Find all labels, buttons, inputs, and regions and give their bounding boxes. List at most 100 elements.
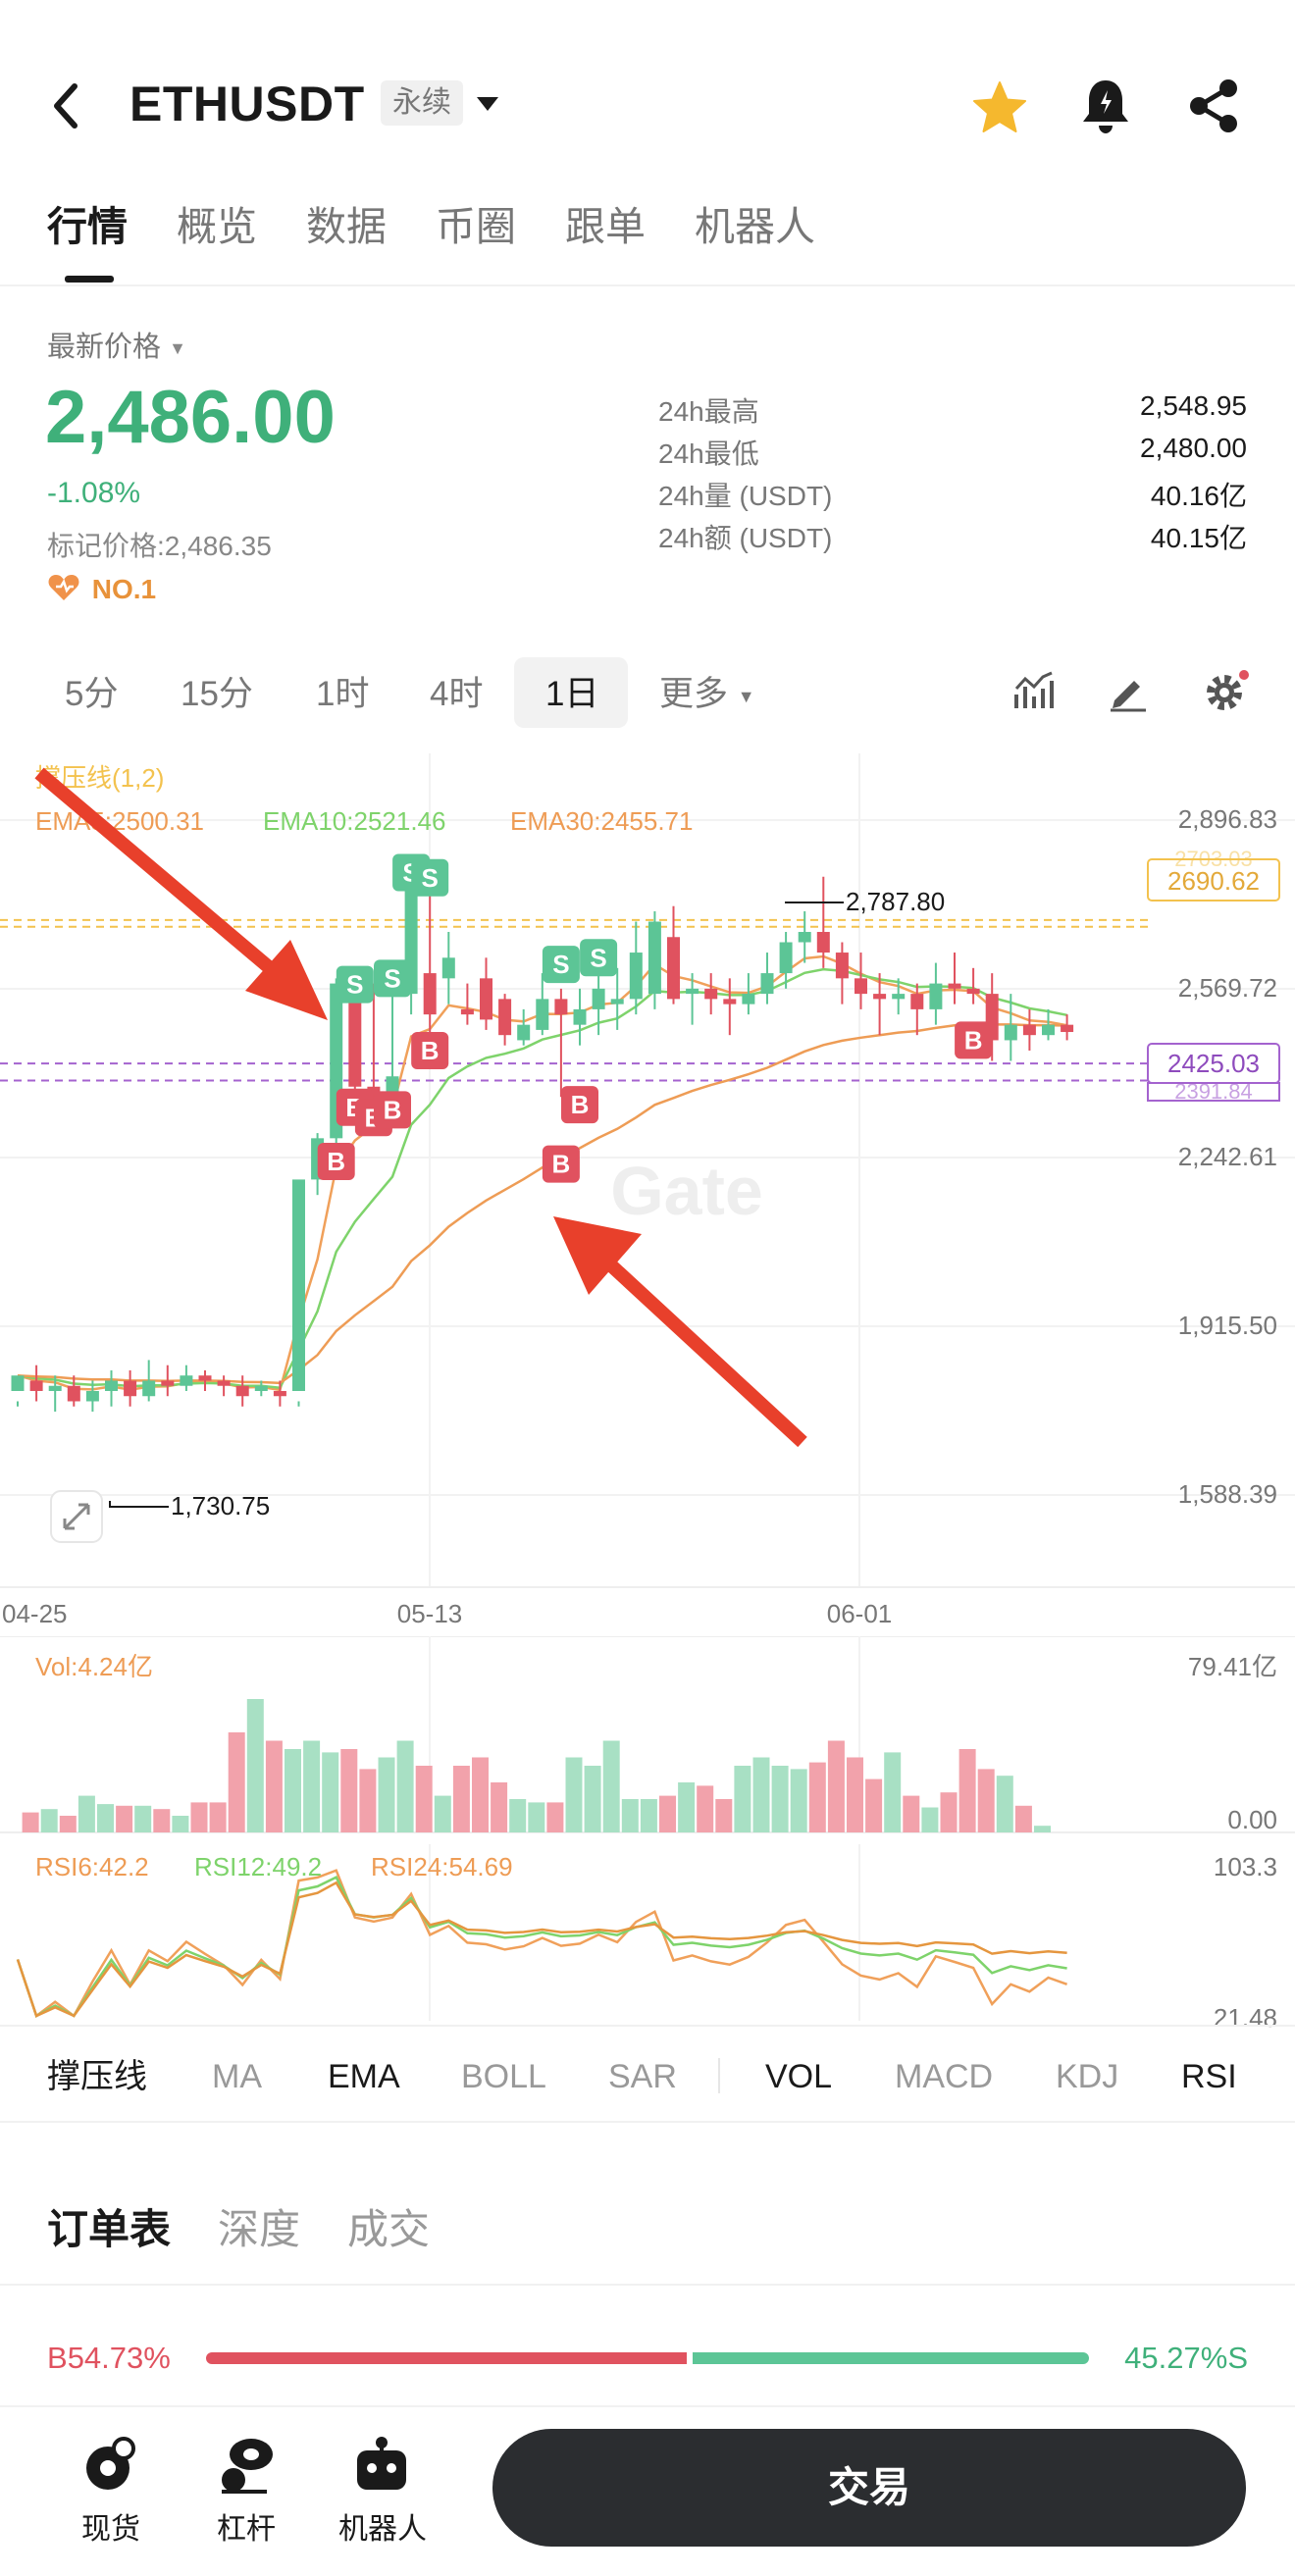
resistance-price-tag: 2703.03 2690.62 xyxy=(1147,847,1280,902)
candle-body xyxy=(1061,1024,1074,1033)
buy-marker: B xyxy=(317,1143,355,1181)
nav-bot-label[interactable]: 机器人 xyxy=(338,2513,427,2546)
buy-ratio: B54.73% xyxy=(47,2341,171,2376)
candle-body xyxy=(536,999,549,1030)
timeframe-1h[interactable]: 1时 xyxy=(316,675,370,713)
price-alert-bell-icon[interactable] xyxy=(1079,77,1132,140)
marker-box xyxy=(411,858,449,897)
divider xyxy=(0,2405,1295,2407)
indicator-rsi[interactable]: RSI xyxy=(1181,2058,1237,2095)
indicator-vol[interactable]: VOL xyxy=(765,2058,833,2095)
marker-letter: S xyxy=(590,943,606,972)
candle-body xyxy=(629,953,643,1000)
margin-icon[interactable] xyxy=(216,2435,277,2499)
sell-ratio: 45.27%S xyxy=(1124,2341,1248,2376)
volume-bar xyxy=(808,1762,826,1832)
nav-spot-label[interactable]: 现货 xyxy=(81,2513,140,2546)
symbol-dropdown-icon[interactable] xyxy=(475,94,500,119)
chart-indicators-icon[interactable] xyxy=(1012,669,1056,717)
back-button[interactable] xyxy=(43,78,92,133)
timeframe-5m[interactable]: 5分 xyxy=(65,675,119,713)
volume-bar xyxy=(228,1732,245,1832)
volume-bar xyxy=(621,1799,639,1832)
tab-order-book[interactable]: 订单表 xyxy=(47,2206,172,2252)
candle-body xyxy=(292,1179,305,1391)
indicator-ema[interactable]: EMA xyxy=(328,2058,400,2095)
caret-down-icon: ▼ xyxy=(737,686,755,706)
timeframe-selected-bg xyxy=(514,657,628,728)
price-type-selector[interactable]: 最新价格 ▼ xyxy=(47,324,186,365)
candle-body xyxy=(873,994,887,1000)
candle-body xyxy=(273,1390,286,1397)
tab-community[interactable]: 币圈 xyxy=(436,204,516,249)
volume-bar xyxy=(715,1799,733,1832)
tab-data[interactable]: 数据 xyxy=(306,204,387,249)
indicator-macd[interactable]: MACD xyxy=(895,2058,994,2095)
candle-body xyxy=(573,1008,587,1025)
price-change: -1.08% xyxy=(47,477,141,509)
back-arrow-icon xyxy=(54,83,78,129)
candle-body xyxy=(686,988,699,995)
candle-body xyxy=(142,1380,156,1397)
timeframe-15m[interactable]: 15分 xyxy=(181,675,253,713)
symbol-title[interactable]: ETHUSDT xyxy=(130,77,365,131)
tab-copy-trading[interactable]: 跟单 xyxy=(565,204,646,249)
current-price-label: 2425.03 xyxy=(1167,1049,1260,1078)
marker-box xyxy=(542,1145,580,1183)
rsi6-legend: RSI6:42.2 xyxy=(35,1852,149,1881)
low-leader-line xyxy=(109,1501,169,1508)
draw-tool-icon[interactable] xyxy=(1107,669,1150,717)
divider xyxy=(0,2121,1295,2123)
trade-button[interactable]: 交易 xyxy=(492,2429,1246,2547)
indicator-support-resistance[interactable]: 撑压线 xyxy=(47,2058,147,2095)
indicator-sar[interactable]: SAR xyxy=(608,2058,677,2095)
volume-bar xyxy=(565,1757,583,1832)
volume-bar xyxy=(78,1795,95,1832)
rank-badge[interactable]: NO.1 xyxy=(47,573,156,609)
indicator-ma[interactable]: MA xyxy=(212,2058,262,2095)
indicator-kdj[interactable]: KDJ xyxy=(1056,2058,1119,2095)
tab-trades[interactable]: 成交 xyxy=(347,2206,431,2252)
volume-bar xyxy=(265,1740,283,1832)
favorite-star-icon[interactable] xyxy=(971,80,1028,140)
volume-bar xyxy=(59,1816,77,1832)
sell-percent: 45.27% xyxy=(1124,2341,1228,2375)
candle-body xyxy=(517,1024,531,1041)
volume-bar xyxy=(40,1809,58,1832)
volume-bar xyxy=(209,1802,227,1832)
share-icon[interactable] xyxy=(1185,77,1242,140)
candle-body xyxy=(85,1390,99,1402)
timeframe-1d[interactable]: 1日 xyxy=(545,675,599,713)
timeframe-more[interactable]: 更多 ▼ xyxy=(659,673,755,718)
bot-icon[interactable] xyxy=(353,2435,410,2499)
candle-body xyxy=(235,1385,249,1397)
y-axis-tick-label: 2,896.83 xyxy=(1178,804,1277,834)
contract-type-badge: 永续 xyxy=(381,80,463,126)
volume-bar xyxy=(22,1812,39,1832)
sell-bar xyxy=(692,2352,1089,2364)
tab-depth[interactable]: 深度 xyxy=(218,2206,301,2252)
candle-body xyxy=(480,978,492,1020)
nav-margin-label[interactable]: 杠杆 xyxy=(217,2513,276,2546)
expand-chart-icon[interactable] xyxy=(50,1490,103,1543)
marker-letter: B xyxy=(571,1090,590,1119)
candle-body xyxy=(610,999,624,1005)
volume-bar xyxy=(734,1766,751,1832)
volume-min-label: 0.00 xyxy=(1227,1805,1277,1834)
mark-price: 标记价格:2,486.35 xyxy=(47,525,272,564)
marker-box xyxy=(374,1091,411,1129)
tab-market[interactable]: 行情 xyxy=(47,204,128,249)
buy-marker: B xyxy=(955,1021,993,1059)
divider xyxy=(0,284,1295,286)
timeframe-4h[interactable]: 4时 xyxy=(430,675,484,713)
chart-settings-gear-icon[interactable] xyxy=(1203,669,1250,719)
stat-label: 24h最高 xyxy=(658,396,759,427)
candle-body xyxy=(254,1385,268,1391)
tab-bots[interactable]: 机器人 xyxy=(695,204,815,249)
current-price-tag: 2425.03 2391.84 xyxy=(1147,1043,1280,1104)
red-annotation-arrow-bottom xyxy=(553,1216,807,1448)
indicator-boll[interactable]: BOLL xyxy=(461,2058,546,2095)
tab-overview[interactable]: 概览 xyxy=(177,204,257,249)
spot-icon[interactable] xyxy=(80,2435,141,2499)
